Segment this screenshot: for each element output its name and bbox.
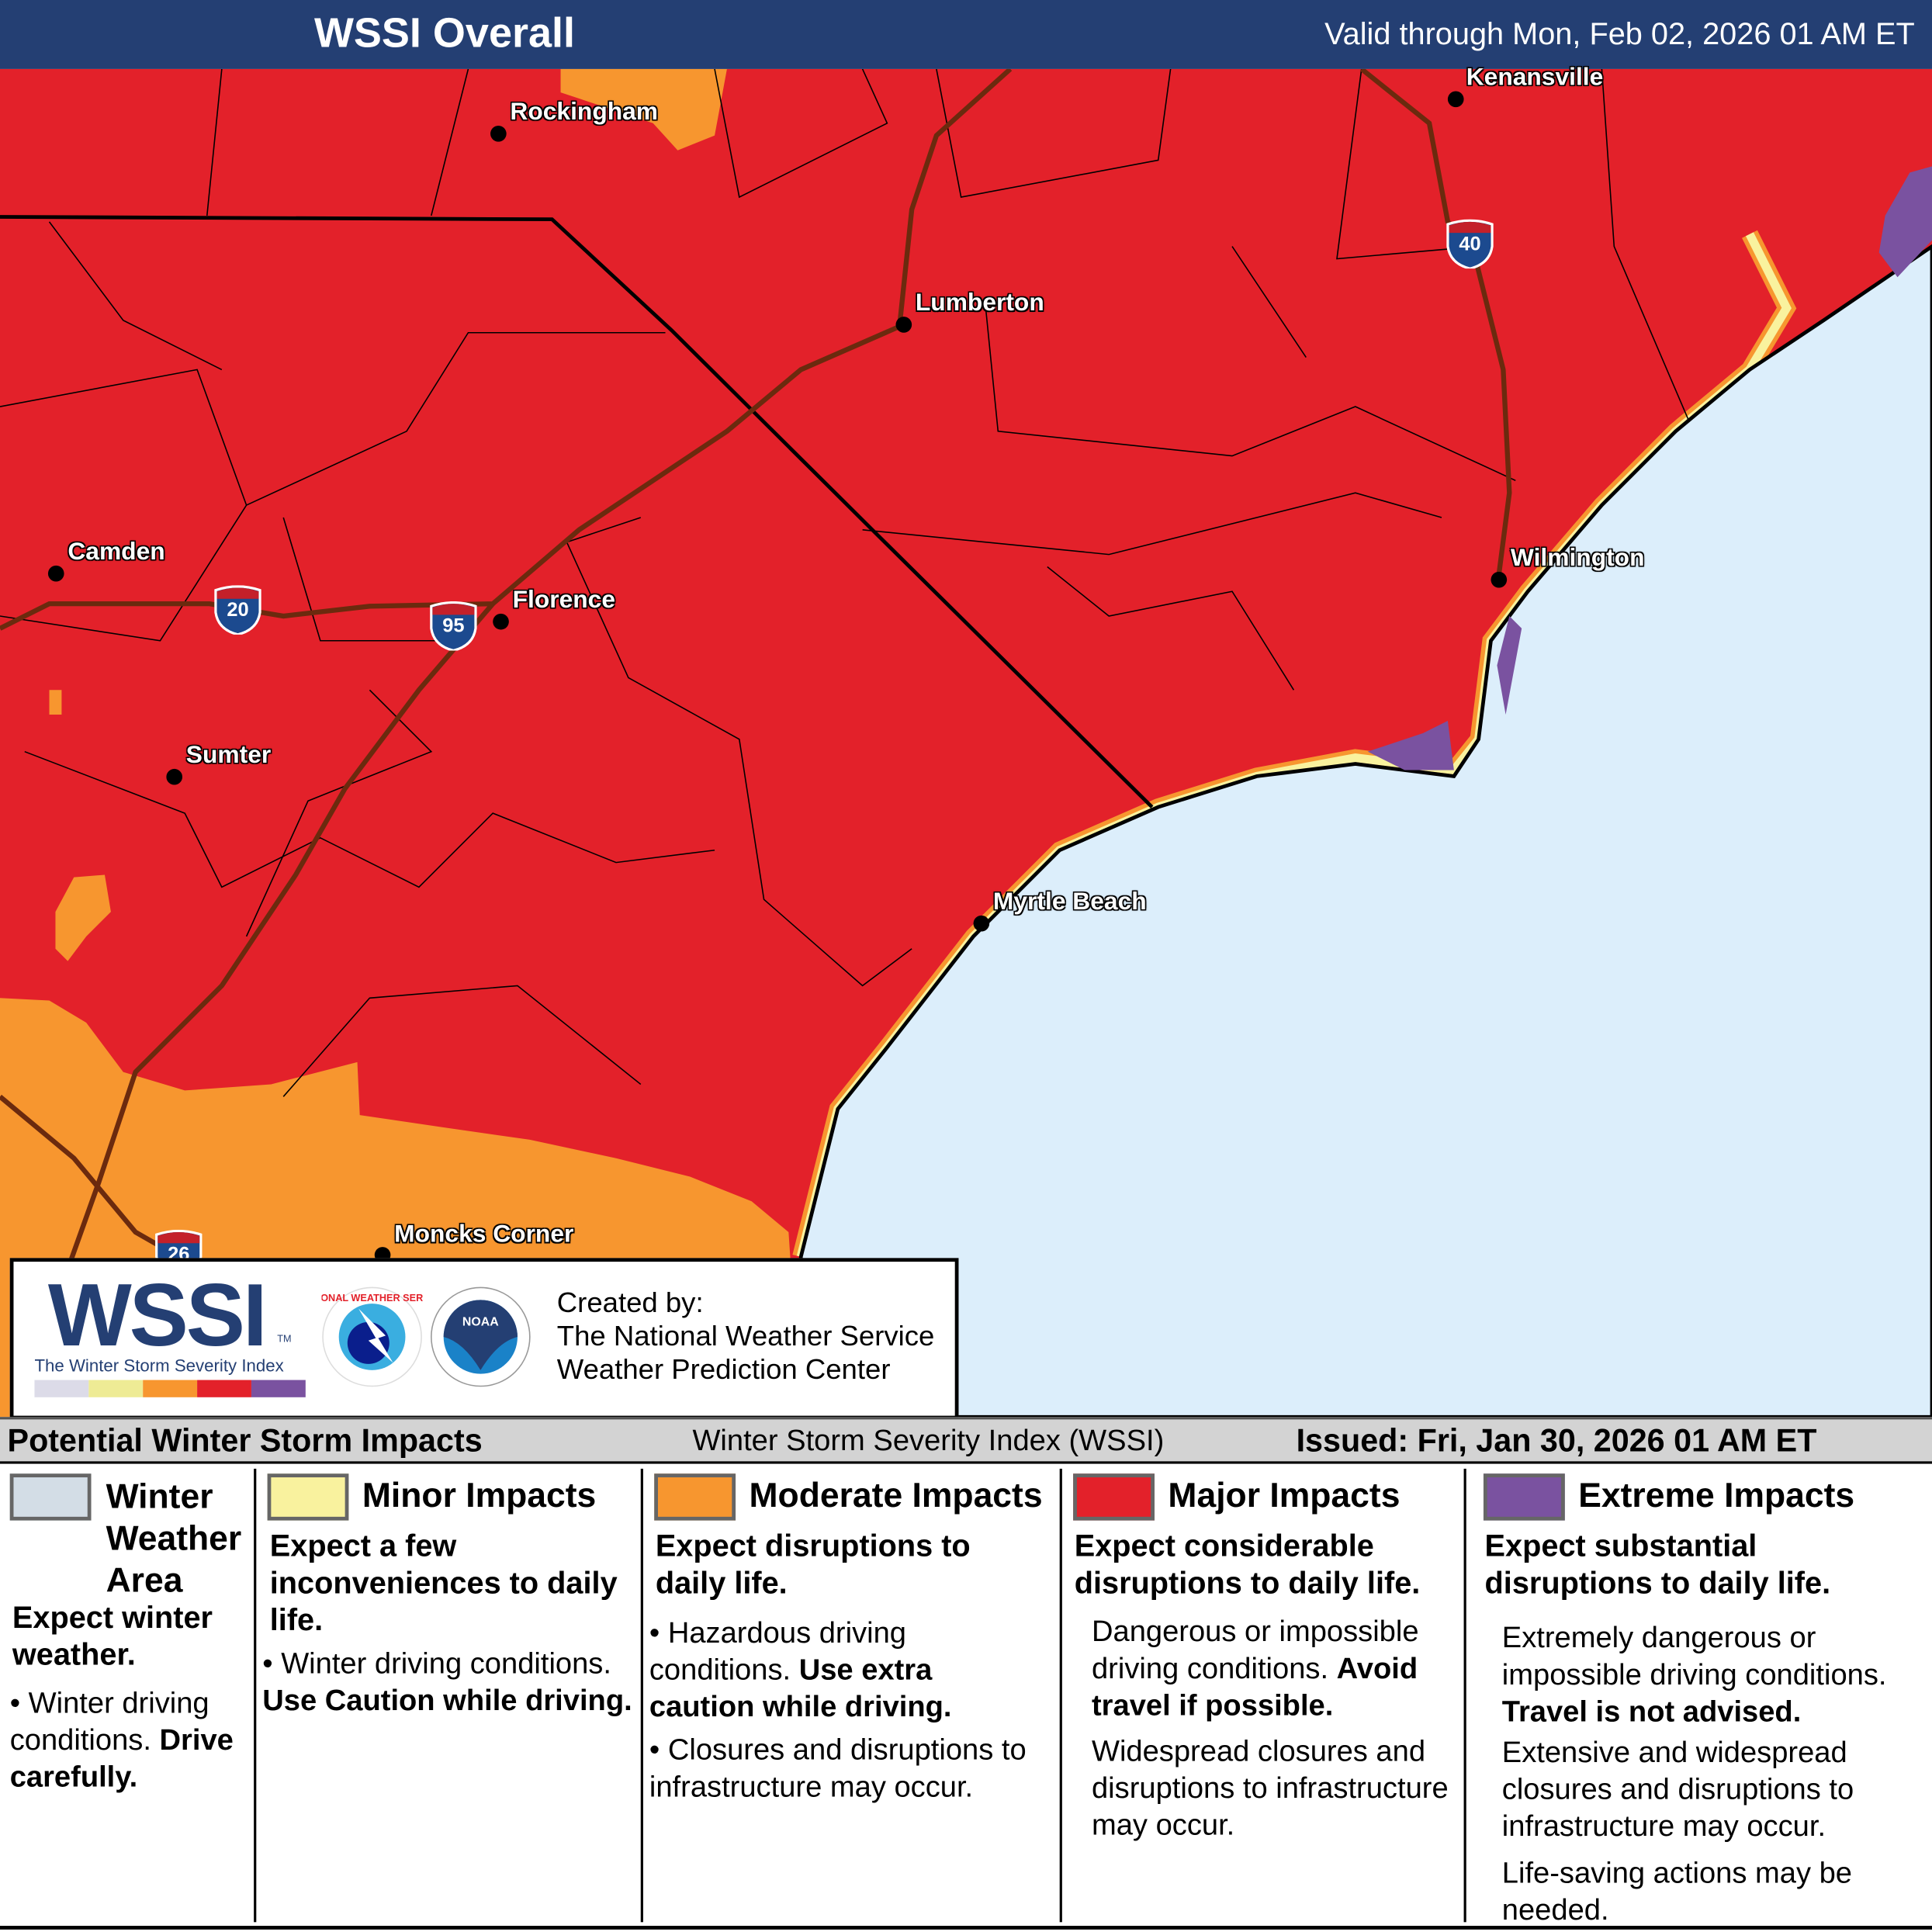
legend-bullet: • Hazardous driving conditions. Use extr… [649,1616,952,1724]
city-marker [973,915,990,932]
legend-lead: Expect disruptions to daily life. [655,1529,971,1601]
legend-title-moderate: Moderate Impacts [749,1476,1043,1515]
legend-title-major: Major Impacts [1168,1476,1401,1515]
nws-logo-icon: NATIONAL WEATHER SERVICE [321,1286,423,1387]
divider [1463,1468,1466,1923]
org-wpc: Weather Prediction Center [556,1352,891,1385]
legend-text: Extensive and widespread closures and di… [1501,1736,1854,1844]
city-label-moncks-corner: Moncks Corner [394,1220,574,1248]
divider [254,1468,257,1923]
swatch-winter-weather [9,1473,92,1521]
trademark: TM [277,1333,292,1345]
legend-title-extreme: Extreme Impacts [1578,1476,1855,1515]
city-marker [47,565,64,582]
legend-text: Extremely dangerous or impossible drivin… [1501,1621,1887,1729]
created-by-label: Created by: [556,1286,704,1319]
impact-map [0,68,1932,1418]
city-marker [1447,91,1464,108]
svg-text:NOAA: NOAA [462,1316,499,1329]
legend-index-name: Winter Storm Severity Index (WSSI) [692,1424,1165,1458]
city-marker [1491,571,1508,588]
wssi-logo: WSSI [47,1266,268,1366]
city-marker [166,768,183,785]
org-nws: The National Weather Service [556,1319,935,1352]
interstate-95-shield-icon: 95 [429,601,479,653]
legend-lead: Expect a few inconveniences to daily lif… [269,1529,618,1638]
noaa-logo-icon: NOAA [431,1286,531,1387]
ocean [798,244,1932,1418]
legend-bullet: • Closures and disruptions to infrastruc… [649,1733,1027,1804]
city-label-lumberton: Lumberton [915,289,1044,317]
city-label-kenansville: Kenansville [1466,64,1604,92]
city-label-myrtle-beach: Myrtle Beach [992,888,1147,916]
legend-title: Potential Winter Storm Impacts [7,1421,483,1459]
wssi-subtitle: The Winter Storm Severity Index [34,1355,284,1376]
swatch-moderate [654,1473,736,1521]
city-marker [490,125,507,142]
credits-text: Created by: The National Weather Service… [557,1286,935,1387]
swatch-extreme [1483,1473,1565,1521]
legend-title-minor: Minor Impacts [362,1476,597,1515]
legend-bullet: • Winter driving conditions. Drive caref… [9,1686,234,1795]
swatch-major [1073,1473,1155,1521]
bottom-border [0,1926,1932,1930]
legend-lead: Expect substantial disruptions to daily … [1484,1529,1831,1601]
city-label-florence: Florence [512,586,615,614]
valid-time: Valid through Mon, Feb 02, 2026 01 AM ET [1324,17,1915,52]
credits-box: WSSI TM The Winter Storm Severity Index … [9,1258,959,1420]
divider [640,1468,643,1923]
state-border [0,215,1154,808]
swatch-minor [267,1473,349,1521]
legend-text: Life-saving actions may be needed. [1501,1857,1853,1927]
county-lines [0,68,1689,1097]
city-marker [895,317,912,333]
city-label-sumter: Sumter [185,741,272,769]
svg-text:NATIONAL WEATHER SERVICE: NATIONAL WEATHER SERVICE [321,1293,422,1304]
city-label-wilmington: Wilmington [1510,544,1645,572]
legend-text: Widespread closures and disruptions to i… [1091,1734,1449,1843]
city-marker [493,613,509,630]
interstate-40-shield-icon: 40 [1446,219,1495,270]
interstate-20-shield-icon: 20 [213,585,263,636]
issued-time: Issued: Fri, Jan 30, 2026 01 AM ET [1296,1421,1817,1459]
wssi-color-bar [34,1380,306,1397]
legend-title-winter: Winter Weather Area [106,1477,242,1600]
legend-bullet: • Winter driving conditions. Use Caution… [262,1647,632,1718]
divider [1059,1468,1062,1923]
page-title: WSSI Overall [313,9,576,57]
legend-lead: Expect winter weather. [12,1600,213,1672]
legend-header-bar: Potential Winter Storm Impacts Winter St… [0,1417,1932,1464]
city-label-camden: Camden [68,538,165,566]
extreme-impact-area [1367,166,1932,770]
legend-lead: Expect considerable disruptions to daily… [1074,1529,1421,1601]
city-label-rockingham: Rockingham [510,99,659,126]
header-bar: WSSI Overall Valid through Mon, Feb 02, … [0,0,1932,69]
legend-text: Dangerous or impossible driving conditio… [1091,1615,1419,1723]
